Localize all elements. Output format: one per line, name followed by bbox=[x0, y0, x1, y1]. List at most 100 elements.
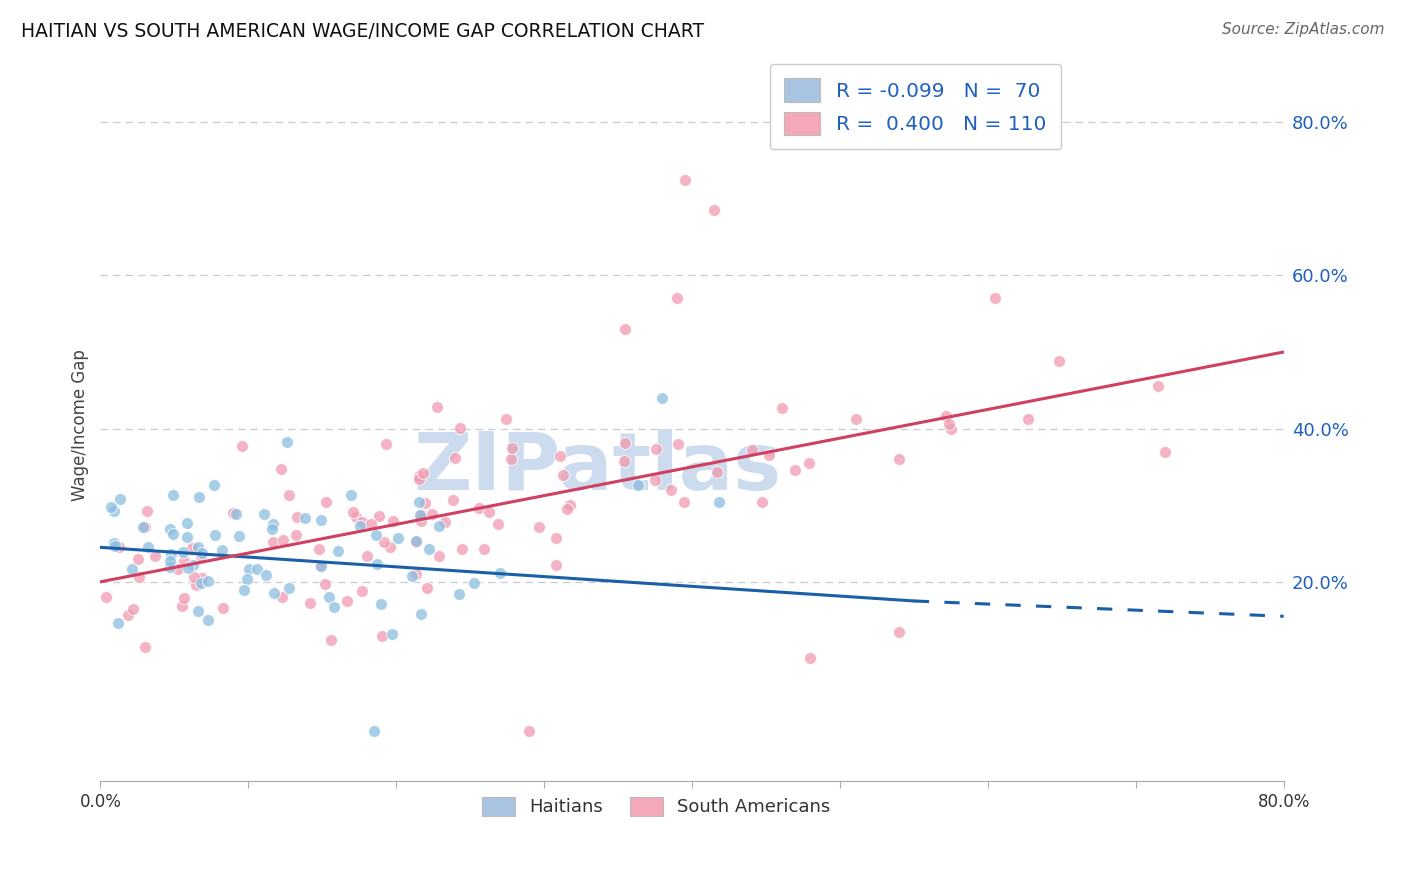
Point bbox=[277, 581, 299, 595]
Point bbox=[447, 587, 470, 601]
Point bbox=[191, 546, 214, 560]
Point bbox=[191, 571, 214, 585]
Point bbox=[181, 558, 204, 573]
Point bbox=[444, 451, 467, 466]
Point bbox=[644, 473, 666, 487]
Point bbox=[1047, 353, 1070, 368]
Point bbox=[845, 412, 868, 426]
Point bbox=[659, 483, 682, 498]
Point bbox=[427, 549, 450, 563]
Point bbox=[548, 449, 571, 463]
Point bbox=[138, 540, 160, 554]
Point bbox=[420, 507, 443, 521]
Point bbox=[132, 520, 155, 534]
Point bbox=[309, 559, 332, 574]
Point bbox=[190, 575, 212, 590]
Point bbox=[277, 488, 299, 502]
Point bbox=[441, 492, 464, 507]
Point bbox=[162, 526, 184, 541]
Point bbox=[323, 599, 346, 614]
Point bbox=[449, 420, 471, 434]
Point bbox=[299, 597, 322, 611]
Point bbox=[401, 569, 423, 583]
Point bbox=[707, 495, 730, 509]
Point bbox=[373, 535, 395, 549]
Text: HAITIAN VS SOUTH AMERICAN WAGE/INCOME GAP CORRELATION CHART: HAITIAN VS SOUTH AMERICAN WAGE/INCOME GA… bbox=[21, 22, 704, 41]
Point bbox=[107, 540, 129, 554]
Point bbox=[553, 467, 575, 482]
Point bbox=[231, 439, 253, 453]
Point bbox=[935, 409, 957, 424]
Point bbox=[368, 508, 391, 523]
Point bbox=[645, 442, 668, 456]
Point bbox=[751, 494, 773, 508]
Point bbox=[350, 516, 373, 530]
Point bbox=[262, 534, 284, 549]
Point bbox=[103, 504, 125, 518]
Point bbox=[110, 492, 132, 507]
Point bbox=[177, 560, 200, 574]
Point bbox=[451, 542, 474, 557]
Point bbox=[271, 591, 294, 605]
Point bbox=[314, 577, 336, 591]
Point bbox=[94, 591, 117, 605]
Point bbox=[405, 535, 427, 549]
Point bbox=[371, 629, 394, 643]
Point bbox=[253, 507, 276, 521]
Point bbox=[318, 591, 340, 605]
Point bbox=[342, 505, 364, 519]
Point bbox=[472, 542, 495, 557]
Point bbox=[176, 516, 198, 530]
Point bbox=[477, 505, 499, 519]
Point bbox=[270, 462, 292, 476]
Point bbox=[107, 616, 129, 631]
Point bbox=[186, 578, 208, 592]
Point bbox=[409, 514, 432, 528]
Point bbox=[319, 632, 342, 647]
Point bbox=[434, 515, 457, 529]
Point bbox=[134, 520, 156, 534]
Point bbox=[409, 508, 432, 523]
Point bbox=[349, 519, 371, 533]
Point bbox=[411, 607, 433, 622]
Point bbox=[408, 471, 430, 485]
Point bbox=[614, 322, 637, 336]
Point bbox=[159, 522, 181, 536]
Point bbox=[100, 500, 122, 515]
Point bbox=[254, 568, 277, 582]
Point bbox=[408, 468, 430, 483]
Point bbox=[783, 463, 806, 477]
Point bbox=[294, 510, 316, 524]
Point bbox=[799, 456, 821, 470]
Point bbox=[363, 724, 385, 739]
Point bbox=[262, 517, 284, 532]
Point bbox=[544, 531, 567, 545]
Point bbox=[651, 391, 673, 405]
Point bbox=[426, 400, 449, 414]
Point bbox=[352, 584, 374, 599]
Point bbox=[984, 291, 1007, 305]
Point bbox=[285, 510, 308, 524]
Point bbox=[271, 533, 294, 547]
Point bbox=[741, 442, 763, 457]
Point bbox=[770, 401, 793, 415]
Point bbox=[159, 559, 181, 574]
Point bbox=[405, 534, 427, 549]
Point bbox=[121, 562, 143, 576]
Point bbox=[121, 602, 143, 616]
Point bbox=[405, 567, 427, 582]
Point bbox=[887, 452, 910, 467]
Point bbox=[412, 466, 434, 480]
Point bbox=[463, 576, 485, 591]
Point bbox=[517, 724, 540, 739]
Point bbox=[366, 558, 388, 572]
Point bbox=[1017, 412, 1039, 426]
Point bbox=[555, 502, 578, 516]
Point bbox=[489, 566, 512, 580]
Point bbox=[135, 504, 157, 518]
Point bbox=[501, 442, 523, 456]
Point bbox=[173, 554, 195, 568]
Point bbox=[364, 528, 387, 542]
Point bbox=[246, 562, 269, 576]
Point bbox=[409, 508, 432, 522]
